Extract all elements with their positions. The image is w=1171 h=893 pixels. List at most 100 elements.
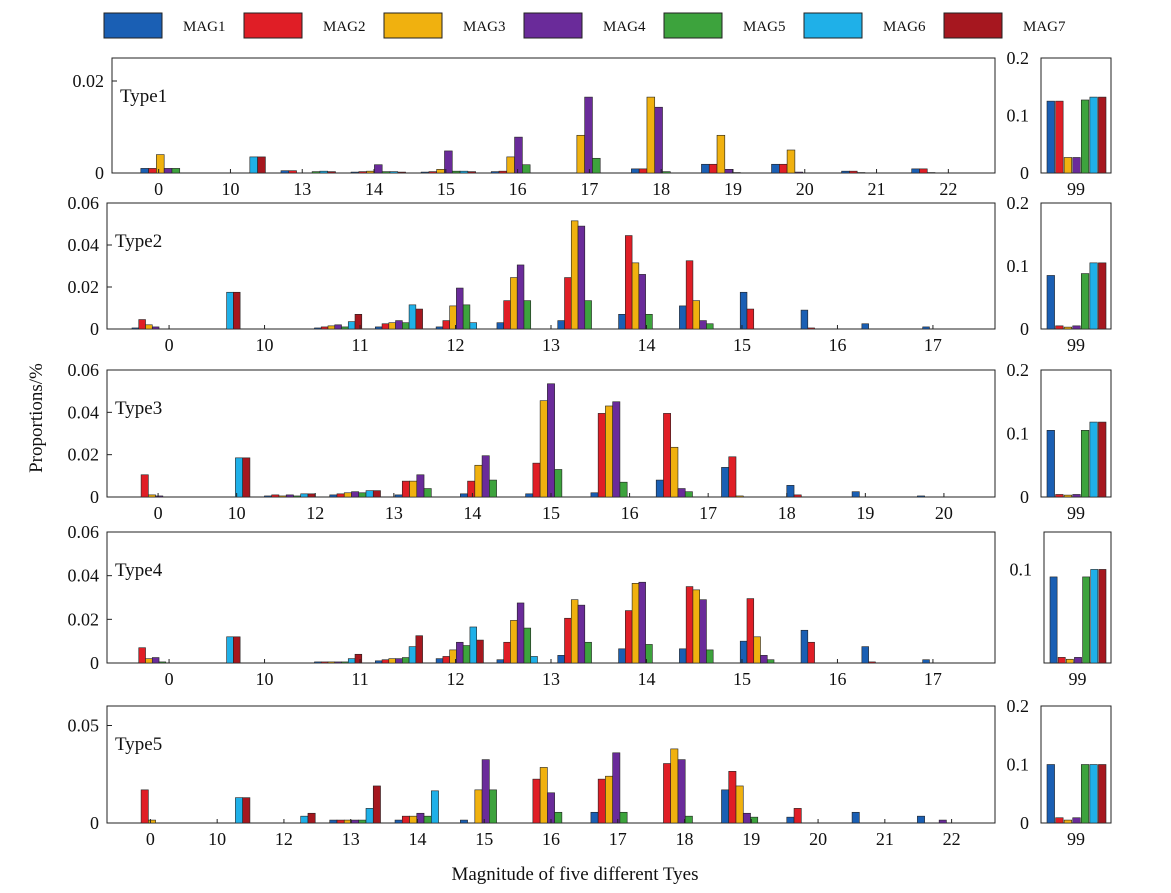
bar-mag4: [351, 491, 360, 498]
bar-mag5: [451, 170, 461, 174]
bar-mag5: [341, 661, 349, 664]
y-tick-label: 0.02: [68, 609, 100, 629]
bar-mag2: [532, 778, 541, 824]
panel-type-label: Type1: [120, 86, 167, 107]
bar-mag5: [706, 649, 714, 664]
bar-mag2: [320, 326, 329, 330]
bar-mag3: [735, 785, 744, 824]
x-tick-label: 14: [637, 335, 655, 355]
bar-mag6: [408, 304, 417, 330]
inset-x-tick-label: 99: [1067, 829, 1085, 849]
bar-mag2: [663, 413, 672, 498]
inset-bar-mag6: [1089, 96, 1098, 174]
panel-type1: 0 0.02 0 10 13 14 15 16 17 18 19 20 21 22 Type1 0 0.1 0.2…: [73, 48, 1112, 199]
x-tick-label: 15: [437, 179, 455, 199]
y-tick-label: 0.02: [68, 445, 100, 465]
bar-mag7: [372, 490, 381, 498]
inset-bar-mag3: [1063, 494, 1073, 498]
bar-mag1: [435, 658, 444, 664]
bar-mag3: [278, 495, 287, 498]
bar-mag2: [428, 171, 438, 174]
inset-bar-mag5: [1082, 576, 1091, 664]
inset-bar-mag7: [1098, 262, 1107, 330]
bar-mag1: [861, 646, 869, 664]
inset-bar-mag3: [1063, 326, 1073, 330]
legend-label-mag5: MAG5: [743, 19, 786, 35]
bar-mag2: [503, 641, 511, 664]
bar-mag1: [800, 629, 809, 664]
bar-mag4: [638, 274, 646, 330]
bar-mag2: [638, 168, 648, 174]
bar-mag1: [851, 491, 860, 498]
bar-mag4: [395, 320, 403, 330]
bar-mag5: [381, 171, 391, 174]
bar-mag6: [389, 171, 399, 174]
bar-mag7: [242, 457, 251, 498]
bar-mag3: [646, 96, 656, 174]
bar-mag5: [523, 300, 532, 330]
legend-label-mag7: MAG7: [1023, 19, 1066, 35]
bar-mag6: [530, 656, 538, 664]
legend-swatch-mag1: [103, 12, 163, 39]
bar-mag4: [742, 812, 751, 824]
x-tick-label: 18: [652, 179, 670, 199]
inset-bar-mag4: [1074, 657, 1082, 664]
x-tick-label: 16: [828, 335, 846, 355]
inset-bar-mag4: [1072, 157, 1081, 174]
bar-mag3: [388, 658, 396, 664]
y-tick-label: 0.04: [68, 566, 100, 586]
x-tick-label: 10: [256, 335, 274, 355]
y-tick-label: 0.02: [73, 71, 105, 91]
inset-bar-mag3: [1063, 819, 1073, 824]
x-tick-label: 14: [365, 179, 383, 199]
bar-mag3: [692, 300, 700, 330]
bar-mag3: [327, 325, 336, 330]
bar-mag1: [786, 485, 795, 498]
bar-mag2: [663, 763, 672, 824]
inset-bar-mag5: [1080, 764, 1090, 824]
bar-mag3: [145, 324, 153, 330]
bar-mag5: [402, 657, 410, 664]
inset-bar-mag5: [1080, 99, 1090, 174]
bar-mag4: [481, 455, 490, 498]
panel-type5: 0 0.05 0 10 12 13 14 15 16 17 18 19 20 21 22 Type5 0 0.1 0…: [68, 696, 1112, 849]
bar-mag3: [570, 220, 579, 330]
inset-y-tick-label: 0.1: [1007, 755, 1030, 775]
x-tick-label: 13: [293, 179, 311, 199]
bar-mag1: [460, 819, 468, 824]
bar-mag6: [249, 156, 258, 174]
inset-y-tick-label: 0.1: [1007, 256, 1030, 276]
bar-mag7: [476, 639, 484, 664]
bar-mag3: [409, 815, 418, 824]
bar-mag4: [654, 106, 663, 174]
bar-mag2: [793, 494, 802, 498]
bar-mag1: [721, 789, 730, 824]
bar-mag4: [456, 287, 464, 330]
bar-mag3: [539, 400, 548, 498]
x-tick-label: 13: [385, 503, 403, 523]
inset-bar-mag6: [1089, 421, 1098, 498]
inset-bar-mag1: [1046, 275, 1055, 330]
bar-mag5: [766, 659, 775, 664]
bar-mag1: [140, 168, 149, 174]
x-tick-label: 12: [447, 335, 465, 355]
bar-mag2: [442, 656, 450, 664]
x-tick-label: 0: [146, 829, 155, 849]
y-axis-label: Proportions/%: [26, 363, 47, 473]
x-tick-label: 20: [935, 503, 953, 523]
bar-mag2: [401, 480, 410, 498]
bar-mag5: [554, 811, 563, 824]
bar-mag5: [358, 492, 367, 498]
x-tick-label: 15: [542, 503, 560, 523]
bar-mag1: [590, 811, 599, 824]
bar-mag2: [442, 320, 450, 330]
inset-y-tick-label: 0: [1020, 487, 1029, 507]
bar-mag6: [347, 321, 356, 330]
legend-swatch-mag7: [943, 12, 1003, 39]
inset-bar-mag6: [1090, 569, 1099, 664]
bar-mag1: [280, 170, 290, 174]
bar-mag1: [631, 168, 640, 174]
bar-mag2: [336, 819, 345, 824]
bar-mag1: [786, 816, 795, 824]
bar-mag4: [516, 602, 525, 664]
